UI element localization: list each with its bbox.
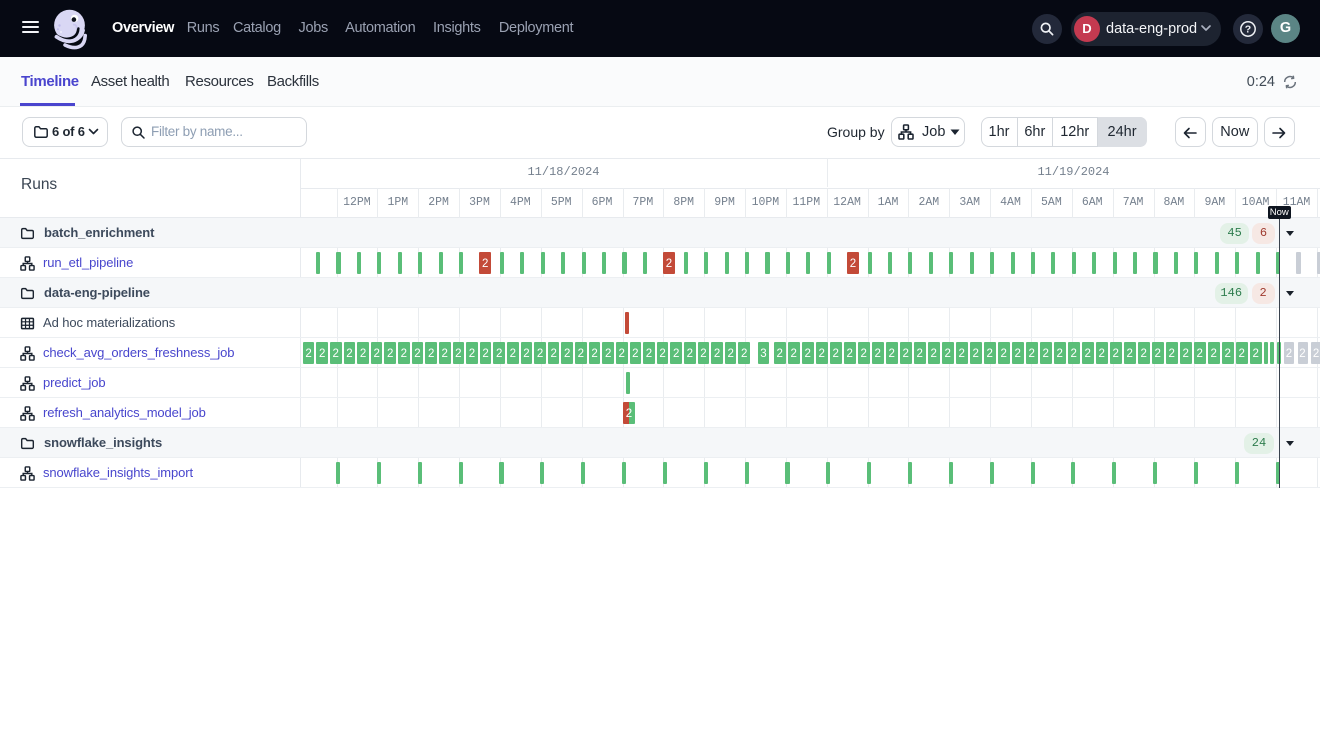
- svg-text:?: ?: [1244, 23, 1250, 35]
